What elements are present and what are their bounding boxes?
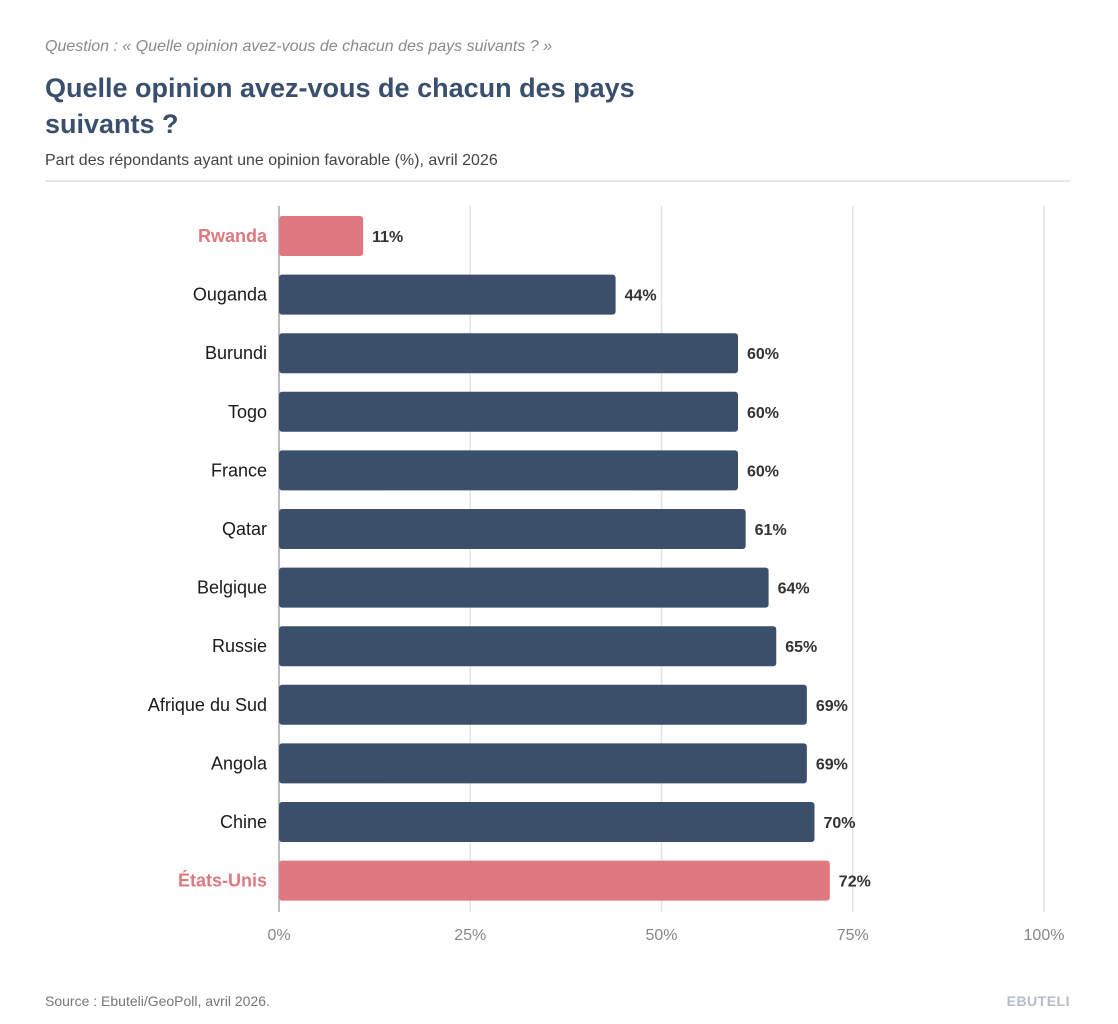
bar-10 [279, 743, 807, 784]
category-label: France [211, 460, 267, 480]
bar-11 [279, 802, 815, 842]
value-label: 64% [778, 581, 810, 598]
x-tick-label: 75% [837, 927, 869, 944]
x-tick-label: 0% [267, 927, 290, 944]
value-label: 69% [816, 756, 848, 773]
category-label: Angola [211, 753, 268, 773]
value-labels: 11% 44% 60% 60% 60% 61% 64% 65% 69% 69% 70% 72% [372, 229, 871, 891]
value-label: 44% [625, 288, 657, 305]
category-label: Rwanda [198, 226, 268, 246]
category-labels: Rwanda Ouganda Burundi Togo France Qatar Belgi… [148, 226, 268, 891]
category-label: Chine [220, 812, 267, 832]
category-label: Russie [212, 636, 267, 656]
value-label: 72% [839, 874, 871, 891]
value-label: 60% [747, 405, 779, 422]
bar-chart: Rwanda Ouganda Burundi Togo France Qatar Belgi… [148, 206, 1064, 944]
bar-6 [279, 509, 746, 549]
brand-logo: EBUTELI [1006, 993, 1070, 1009]
category-label: Belgique [197, 578, 267, 598]
header-divider [45, 180, 1070, 182]
bars [279, 216, 830, 901]
value-label: 69% [816, 698, 848, 715]
value-label: 60% [747, 463, 779, 480]
value-label: 61% [755, 522, 787, 539]
value-label: 70% [824, 815, 856, 832]
bar-2 [279, 274, 616, 315]
value-label: 60% [747, 346, 779, 363]
category-label: Afrique du Sud [148, 695, 267, 715]
bar-7 [279, 567, 769, 608]
category-label: Qatar [222, 519, 267, 539]
category-label: Ouganda [193, 285, 268, 305]
bar-1 [279, 216, 364, 256]
x-axis-ticks: 0% 25% 50% 75% 100% [267, 927, 1064, 944]
category-label: Burundi [205, 343, 267, 363]
bar-5 [279, 450, 738, 491]
question-text: Question : « Quelle opinion avez-vous de… [45, 38, 552, 55]
bar-4 [279, 391, 738, 432]
x-tick-label: 100% [1024, 927, 1065, 944]
bar-8 [279, 626, 777, 667]
source-note: Source : Ebuteli/GeoPoll, avril 2026. [45, 993, 270, 1009]
grid-lines [278, 206, 1045, 912]
bar-12 [279, 860, 830, 901]
category-label: États-Unis [178, 870, 267, 891]
chart-title: Quelle opinion avez-vous de chacun des p… [45, 73, 635, 139]
bar-3 [279, 333, 738, 374]
category-label: Togo [228, 402, 267, 422]
bar-9 [279, 684, 807, 725]
chart-subtitle: Part des répondants ayant une opinion fa… [45, 152, 498, 169]
x-tick-label: 50% [645, 927, 677, 944]
x-tick-label: 25% [454, 927, 486, 944]
value-label: 11% [372, 229, 403, 246]
value-label: 65% [785, 639, 817, 656]
